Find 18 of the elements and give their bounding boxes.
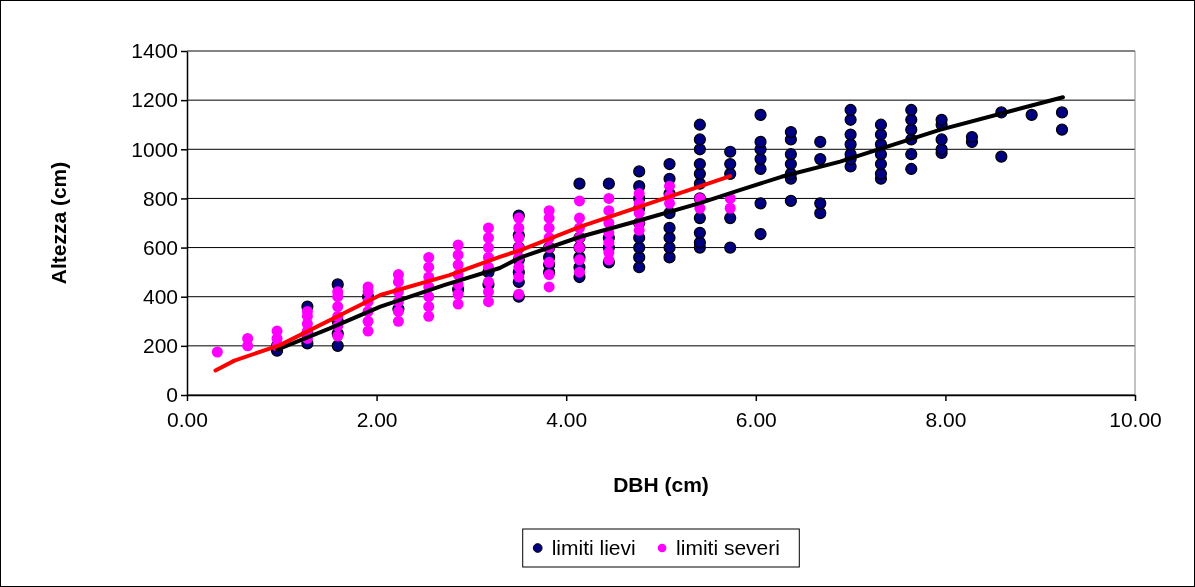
x-tick-label: 2.00 bbox=[356, 408, 398, 432]
y-tick-label: 600 bbox=[142, 235, 178, 259]
x-tick-label: 6.00 bbox=[735, 408, 777, 432]
y-tick-label: 1200 bbox=[131, 88, 178, 112]
y-tick-label: 200 bbox=[142, 334, 178, 358]
x-tick-label: 8.00 bbox=[925, 408, 967, 432]
y-axis-title: Altezza (cm) bbox=[47, 161, 70, 285]
x-tick-label: 4.00 bbox=[546, 408, 588, 432]
legend-label: limiti severi bbox=[676, 536, 780, 560]
y-tick-label: 1000 bbox=[131, 137, 178, 161]
y-tick-label: 0 bbox=[166, 383, 178, 407]
x-tick-label: 0.00 bbox=[167, 408, 208, 432]
x-tick-label: 10.00 bbox=[1109, 408, 1162, 432]
legend-label: limiti lievi bbox=[551, 536, 636, 560]
x-axis-title: DBH (cm) bbox=[613, 473, 709, 496]
y-tick-label: 1400 bbox=[131, 39, 178, 63]
y-tick-label: 800 bbox=[142, 186, 178, 210]
y-tick-label: 400 bbox=[142, 284, 178, 308]
